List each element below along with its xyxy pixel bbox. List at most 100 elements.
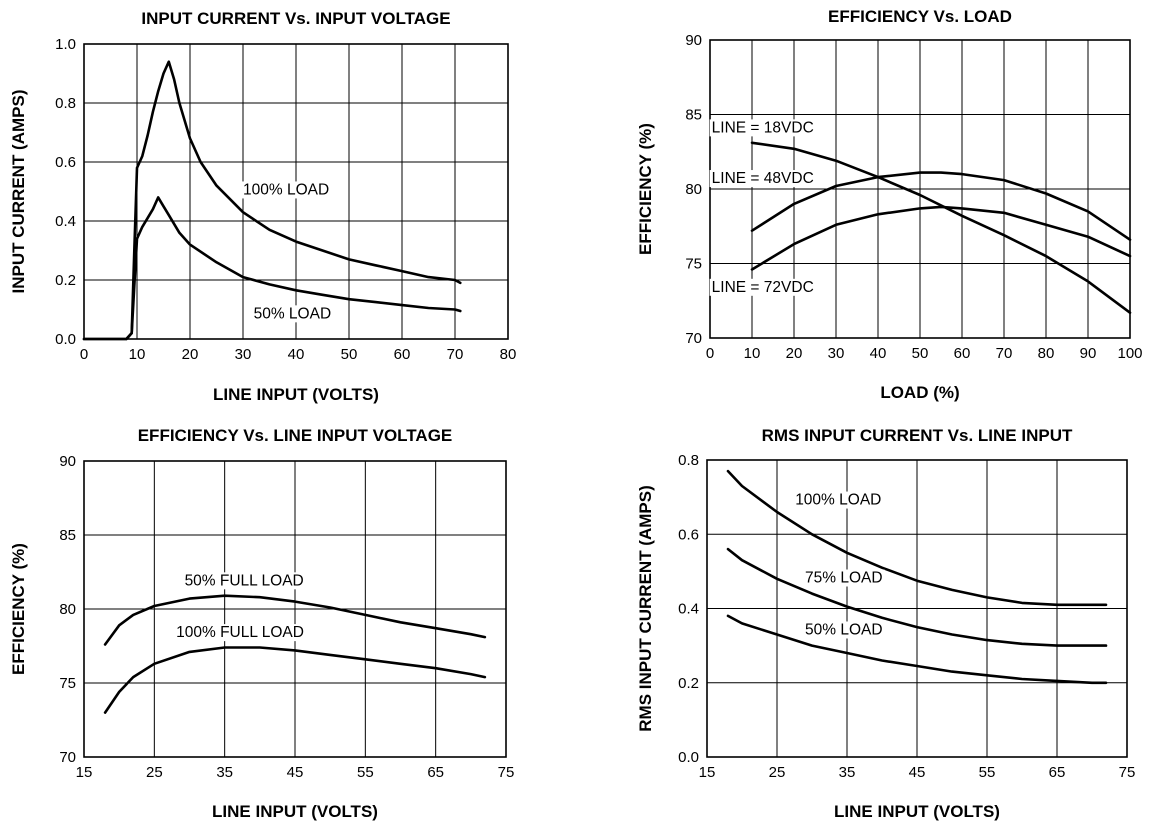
series-annotation: 100% FULL LOAD bbox=[176, 624, 304, 641]
x-tick-label: 15 bbox=[76, 764, 93, 781]
series-line bbox=[726, 469, 1108, 607]
series-line bbox=[750, 141, 1132, 314]
series-annotation: 50% FULL LOAD bbox=[185, 572, 304, 589]
x-tick-label: 10 bbox=[129, 346, 146, 363]
x-tick-label: 0 bbox=[706, 345, 714, 362]
x-tick-label: 60 bbox=[394, 346, 411, 363]
x-tick-label: 35 bbox=[216, 764, 233, 781]
x-tick-label: 100 bbox=[1117, 345, 1142, 362]
series-annotation: 50% LOAD bbox=[805, 621, 883, 638]
y-tick-label: 85 bbox=[59, 527, 76, 544]
x-tick-label: 65 bbox=[1049, 764, 1066, 781]
x-tick-label: 25 bbox=[146, 764, 163, 781]
y-tick-label: 0.0 bbox=[55, 331, 76, 348]
plot-frame bbox=[706, 459, 1128, 758]
y-tick-label: 0.6 bbox=[678, 526, 699, 543]
series-line bbox=[750, 171, 1132, 241]
x-tick-label: 30 bbox=[828, 345, 845, 362]
x-tick-label: 65 bbox=[427, 764, 444, 781]
x-tick-label: 60 bbox=[954, 345, 971, 362]
annotation-background bbox=[174, 624, 306, 642]
y-tick-label: 0.2 bbox=[55, 272, 76, 289]
chart-panel-2: 15 25 35 45 55 65 75 70 75 80 85 90 EFFICIENCY Vs. L… bbox=[9, 426, 514, 821]
series-annotation: 100% LOAD bbox=[795, 492, 881, 509]
x-axis-label: LOAD (%) bbox=[880, 383, 959, 402]
y-tick-label: 0.6 bbox=[55, 154, 76, 171]
y-tick-label: 0.4 bbox=[55, 213, 76, 230]
series-annotation: 75% LOAD bbox=[805, 570, 883, 587]
x-axis-label: LINE INPUT (VOLTS) bbox=[834, 802, 1000, 821]
x-tick-label: 40 bbox=[870, 345, 887, 362]
chart-panel-1: 0 10 20 30 40 50 60 70 80 90 100 70 75 80 85 90 EFFICIEN… bbox=[636, 7, 1143, 402]
y-tick-label: 80 bbox=[59, 601, 76, 618]
annotation-background bbox=[251, 305, 334, 323]
x-tick-label: 35 bbox=[839, 764, 856, 781]
chart-panel-3: 15 25 35 45 55 65 75 0.0 0.2 0.4 0.6 0.8 RMS INPUT C… bbox=[636, 426, 1135, 821]
plot-frame bbox=[83, 460, 507, 758]
y-tick-label: 0.2 bbox=[678, 675, 699, 692]
x-tick-label: 80 bbox=[500, 346, 517, 363]
series-annotation: LINE = 48VDC bbox=[712, 170, 814, 187]
y-tick-label: 75 bbox=[59, 675, 76, 692]
annotation-background bbox=[793, 491, 884, 509]
chart-panel-0: 0 10 20 30 40 50 60 70 80 0.0 0.2 0.4 0.6 0.8 1.0 INPUT… bbox=[9, 9, 516, 404]
x-tick-label: 10 bbox=[744, 345, 761, 362]
series-line bbox=[103, 646, 487, 714]
x-tick-label: 20 bbox=[182, 346, 199, 363]
y-axis-label: EFFICIENCY (%) bbox=[636, 123, 655, 255]
series-line bbox=[82, 196, 462, 341]
series-line bbox=[103, 594, 487, 646]
annotation-background bbox=[803, 621, 885, 639]
y-tick-label: 0.8 bbox=[678, 452, 699, 469]
y-axis-label: EFFICIENCY (%) bbox=[9, 543, 28, 675]
x-tick-label: 0 bbox=[80, 346, 88, 363]
annotation-background bbox=[803, 569, 885, 587]
series-line bbox=[726, 547, 1108, 647]
y-tick-label: 0.8 bbox=[55, 95, 76, 112]
x-tick-label: 50 bbox=[912, 345, 929, 362]
x-tick-label: 20 bbox=[786, 345, 803, 362]
plot-frame bbox=[83, 43, 509, 340]
series-annotation: 100% LOAD bbox=[243, 181, 329, 198]
x-tick-label: 50 bbox=[341, 346, 358, 363]
annotation-background bbox=[241, 181, 332, 199]
x-tick-label: 75 bbox=[1119, 764, 1136, 781]
series-annotation: LINE = 18VDC bbox=[712, 119, 814, 136]
x-axis-label: LINE INPUT (VOLTS) bbox=[212, 802, 378, 821]
annotation-background bbox=[709, 119, 816, 137]
x-tick-label: 90 bbox=[1080, 345, 1097, 362]
x-tick-label: 75 bbox=[498, 764, 515, 781]
y-tick-label: 85 bbox=[685, 107, 702, 124]
y-tick-label: 70 bbox=[59, 749, 76, 766]
series-line bbox=[750, 205, 1132, 271]
x-tick-label: 55 bbox=[979, 764, 996, 781]
x-tick-label: 70 bbox=[996, 345, 1013, 362]
x-tick-label: 45 bbox=[287, 764, 304, 781]
chart-title: RMS INPUT CURRENT Vs. LINE INPUT bbox=[762, 426, 1073, 445]
y-tick-label: 80 bbox=[685, 181, 702, 198]
x-tick-label: 45 bbox=[909, 764, 926, 781]
x-tick-label: 30 bbox=[235, 346, 252, 363]
x-tick-label: 80 bbox=[1038, 345, 1055, 362]
y-tick-label: 1.0 bbox=[55, 36, 76, 53]
y-tick-label: 0.0 bbox=[678, 749, 699, 766]
annotation-background bbox=[182, 572, 306, 590]
x-tick-label: 55 bbox=[357, 764, 374, 781]
x-tick-label: 70 bbox=[447, 346, 464, 363]
y-tick-label: 90 bbox=[685, 32, 702, 49]
series-annotation: LINE = 72VDC bbox=[712, 279, 814, 296]
y-axis-label: RMS INPUT CURRENT (AMPS) bbox=[636, 485, 655, 732]
chart-title: EFFICIENCY Vs. LINE INPUT VOLTAGE bbox=[138, 426, 453, 445]
series-line bbox=[726, 614, 1108, 685]
chart-title: INPUT CURRENT Vs. INPUT VOLTAGE bbox=[141, 9, 450, 28]
x-tick-label: 15 bbox=[699, 764, 716, 781]
y-tick-label: 70 bbox=[685, 330, 702, 347]
x-tick-label: 25 bbox=[769, 764, 786, 781]
annotation-background bbox=[709, 278, 816, 296]
annotation-background bbox=[709, 170, 816, 188]
y-tick-label: 75 bbox=[685, 256, 702, 273]
series-line bbox=[82, 60, 462, 341]
x-tick-label: 40 bbox=[288, 346, 305, 363]
plot-frame bbox=[709, 39, 1131, 339]
